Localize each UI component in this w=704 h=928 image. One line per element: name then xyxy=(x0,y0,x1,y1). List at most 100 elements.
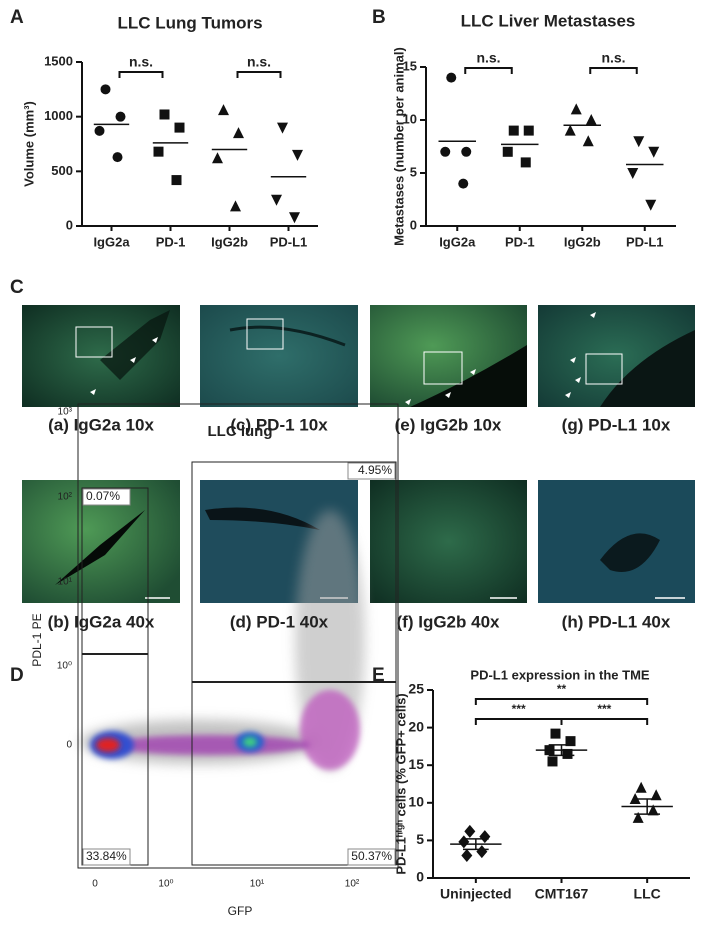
data-point xyxy=(159,109,170,120)
flow-y-tick-label: 10⁰ xyxy=(57,661,72,672)
significance-bracket xyxy=(474,698,649,705)
y-tick-label: 10 xyxy=(403,111,417,126)
flow-y-tick-label: 10³ xyxy=(58,407,73,418)
error-bar xyxy=(634,798,661,815)
data-point xyxy=(547,756,558,767)
data-point xyxy=(153,146,164,157)
micrograph-caption: (c) PD-1 10x xyxy=(230,415,328,434)
significance-label: n.s. xyxy=(247,54,271,70)
x-tick-label: PD-L1 xyxy=(270,234,308,249)
data-point xyxy=(464,824,476,838)
data-point xyxy=(171,175,182,186)
data-point xyxy=(112,152,123,163)
flow-density xyxy=(80,510,365,770)
flow-x-tick-label: 10² xyxy=(345,879,360,890)
data-point xyxy=(212,152,223,164)
data-point xyxy=(632,811,644,823)
quadrant-box xyxy=(82,488,131,506)
data-point xyxy=(446,72,457,83)
x-tick-label: PD-1 xyxy=(505,234,535,249)
data-point xyxy=(289,212,300,224)
data-point xyxy=(233,127,244,139)
data-point xyxy=(645,199,657,211)
quadrant-percent: 33.84% xyxy=(86,849,127,863)
quadrant-box xyxy=(82,848,131,866)
data-point xyxy=(647,804,659,816)
panel-label: B xyxy=(372,7,386,28)
significance-bracket xyxy=(464,67,513,74)
y-axis-label: Metastases (number per animal) xyxy=(391,47,406,246)
micrograph-caption: (f) IgG2b 40x xyxy=(397,612,501,631)
flow-frame xyxy=(77,403,399,869)
x-tick-label: IgG2a xyxy=(93,234,130,249)
data-point xyxy=(292,149,303,161)
flow-x-label: GFP xyxy=(228,904,253,918)
data-point xyxy=(585,114,597,125)
flow-x-tick-label: 10⁰ xyxy=(158,879,173,890)
quadrant-box xyxy=(347,462,396,480)
significance-label: n.s. xyxy=(476,50,500,66)
flow-x-tick-label: 0 xyxy=(92,879,98,890)
y-tick-label: 1500 xyxy=(44,53,73,68)
panel-label: D xyxy=(10,665,24,686)
quadrant-percent: 4.95% xyxy=(358,463,392,477)
x-tick-label: IgG2b xyxy=(211,234,248,249)
significance-label: ** xyxy=(557,682,567,696)
panel-label: A xyxy=(10,7,24,28)
chart-title: LLC Liver Metastases xyxy=(461,11,636,30)
y-tick-label: 15 xyxy=(408,756,424,772)
micrograph-caption: (g) PD-L1 10x xyxy=(562,415,671,434)
flow-y-tick-label: 0 xyxy=(66,740,72,751)
x-tick-label: Uninjected xyxy=(440,886,512,902)
significance-bracket xyxy=(560,718,649,725)
data-point xyxy=(570,103,582,115)
x-tick-label: LLC xyxy=(634,886,661,902)
micrograph-caption: (a) IgG2a 10x xyxy=(48,415,154,434)
flow-title: LLC lung xyxy=(208,423,273,440)
data-point xyxy=(174,122,185,133)
y-tick-label: 0 xyxy=(416,869,424,885)
quadrant-box xyxy=(347,848,396,866)
y-tick-label: 0 xyxy=(410,217,417,232)
data-point xyxy=(458,835,470,849)
significance-bracket xyxy=(236,71,282,78)
data-point xyxy=(627,168,639,179)
y-axis-label: PD-L1ʰⁱᵍʰ cells (% GFP+ cells) xyxy=(393,693,408,874)
x-tick-label: CMT167 xyxy=(535,886,589,902)
data-point xyxy=(461,146,472,157)
flow-y-tick-label: 10² xyxy=(58,492,73,503)
data-point xyxy=(582,135,594,147)
significance-bracket xyxy=(589,67,638,74)
quadrant-percent: 50.37% xyxy=(351,849,392,863)
x-tick-label: IgG2a xyxy=(439,234,476,249)
y-tick-label: 25 xyxy=(408,681,424,697)
data-point xyxy=(633,136,645,148)
error-bar xyxy=(548,744,575,757)
quadrant-percent: 0.07% xyxy=(86,489,120,503)
flow-y-label: PDL-1 PE xyxy=(30,613,44,666)
data-point xyxy=(479,830,491,844)
y-tick-label: 20 xyxy=(408,718,424,734)
significance-label: n.s. xyxy=(129,54,153,70)
panel-label: C xyxy=(10,277,24,298)
data-point xyxy=(94,125,105,136)
data-point xyxy=(218,104,229,116)
data-point xyxy=(458,178,469,189)
data-point xyxy=(550,728,561,739)
x-tick-label: IgG2b xyxy=(564,234,601,249)
data-point xyxy=(508,125,519,136)
y-tick-label: 5 xyxy=(416,831,424,847)
micrograph-caption: (h) PD-L1 40x xyxy=(562,612,671,631)
significance-label: n.s. xyxy=(601,50,625,66)
data-point xyxy=(523,125,534,136)
significance-bracket xyxy=(474,718,563,725)
data-point xyxy=(100,84,111,95)
y-tick-label: 15 xyxy=(403,58,417,73)
y-tick-label: 500 xyxy=(51,163,73,178)
error-bar xyxy=(462,838,489,851)
data-point xyxy=(476,845,488,859)
data-point xyxy=(230,200,241,212)
data-point xyxy=(650,789,662,801)
significance-label: *** xyxy=(597,702,611,716)
